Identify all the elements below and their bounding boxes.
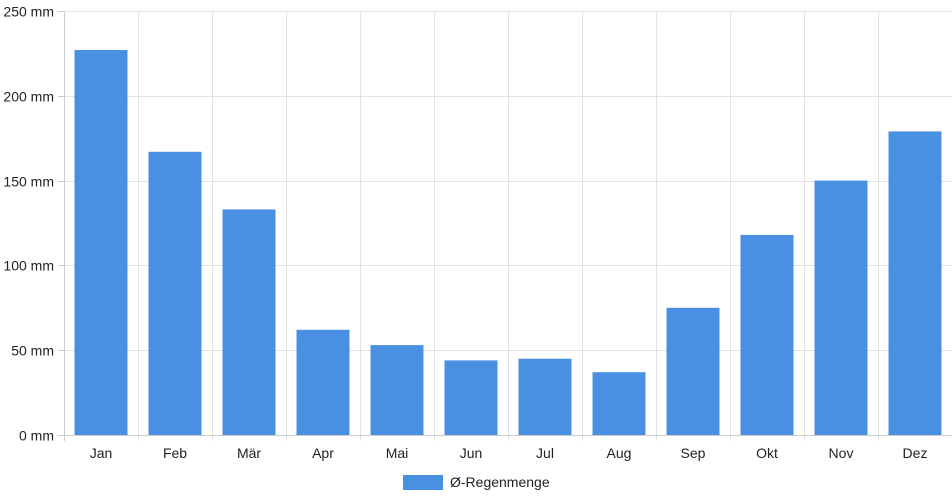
x-tick-label: Dez (903, 445, 928, 461)
x-tick-label: Aug (607, 445, 632, 461)
x-tick-label: Feb (163, 445, 187, 461)
y-axis-tick-labels: 0 mm 50 mm 100 mm 150 mm 200 mm 250 mm (3, 4, 54, 444)
bar-apr[interactable] (296, 329, 350, 435)
legend-swatch[interactable] (403, 475, 443, 490)
bar-jun[interactable] (444, 360, 498, 435)
x-tick-label: Nov (829, 445, 854, 461)
bars (74, 50, 942, 436)
x-tick-label: Mär (237, 445, 261, 461)
bar-feb[interactable] (148, 151, 202, 436)
bar-mär[interactable] (222, 209, 276, 435)
legend-label[interactable]: Ø-Regenmenge (450, 474, 550, 490)
x-tick-label: Jan (90, 445, 113, 461)
x-tick-label: Jul (536, 445, 554, 461)
y-tick-label: 250 mm (3, 4, 54, 20)
y-tick-label: 200 mm (3, 89, 54, 105)
x-tick-label: Mai (386, 445, 409, 461)
y-tick-label: 50 mm (11, 343, 54, 359)
grid-lines (58, 11, 952, 441)
axes (64, 11, 952, 441)
x-tick-label: Sep (681, 445, 706, 461)
y-tick-label: 0 mm (19, 428, 54, 444)
bar-mai[interactable] (370, 345, 424, 435)
bar-sep[interactable] (666, 307, 720, 435)
bar-aug[interactable] (592, 372, 646, 435)
x-tick-label: Apr (312, 445, 334, 461)
bar-nov[interactable] (814, 180, 868, 435)
bar-dez[interactable] (888, 131, 942, 435)
bar-jan[interactable] (74, 50, 128, 435)
bar-okt[interactable] (740, 234, 794, 435)
bar-jul[interactable] (518, 358, 572, 435)
y-tick-label: 150 mm (3, 174, 54, 190)
x-tick-label: Jun (460, 445, 483, 461)
legend[interactable]: Ø-Regenmenge (403, 474, 550, 490)
x-axis-tick-labels: Jan Feb Mär Apr Mai Jun Jul Aug Sep Okt Nov Dez (90, 445, 928, 461)
y-tick-label: 100 mm (3, 258, 54, 274)
x-tick-label: Okt (756, 445, 778, 461)
